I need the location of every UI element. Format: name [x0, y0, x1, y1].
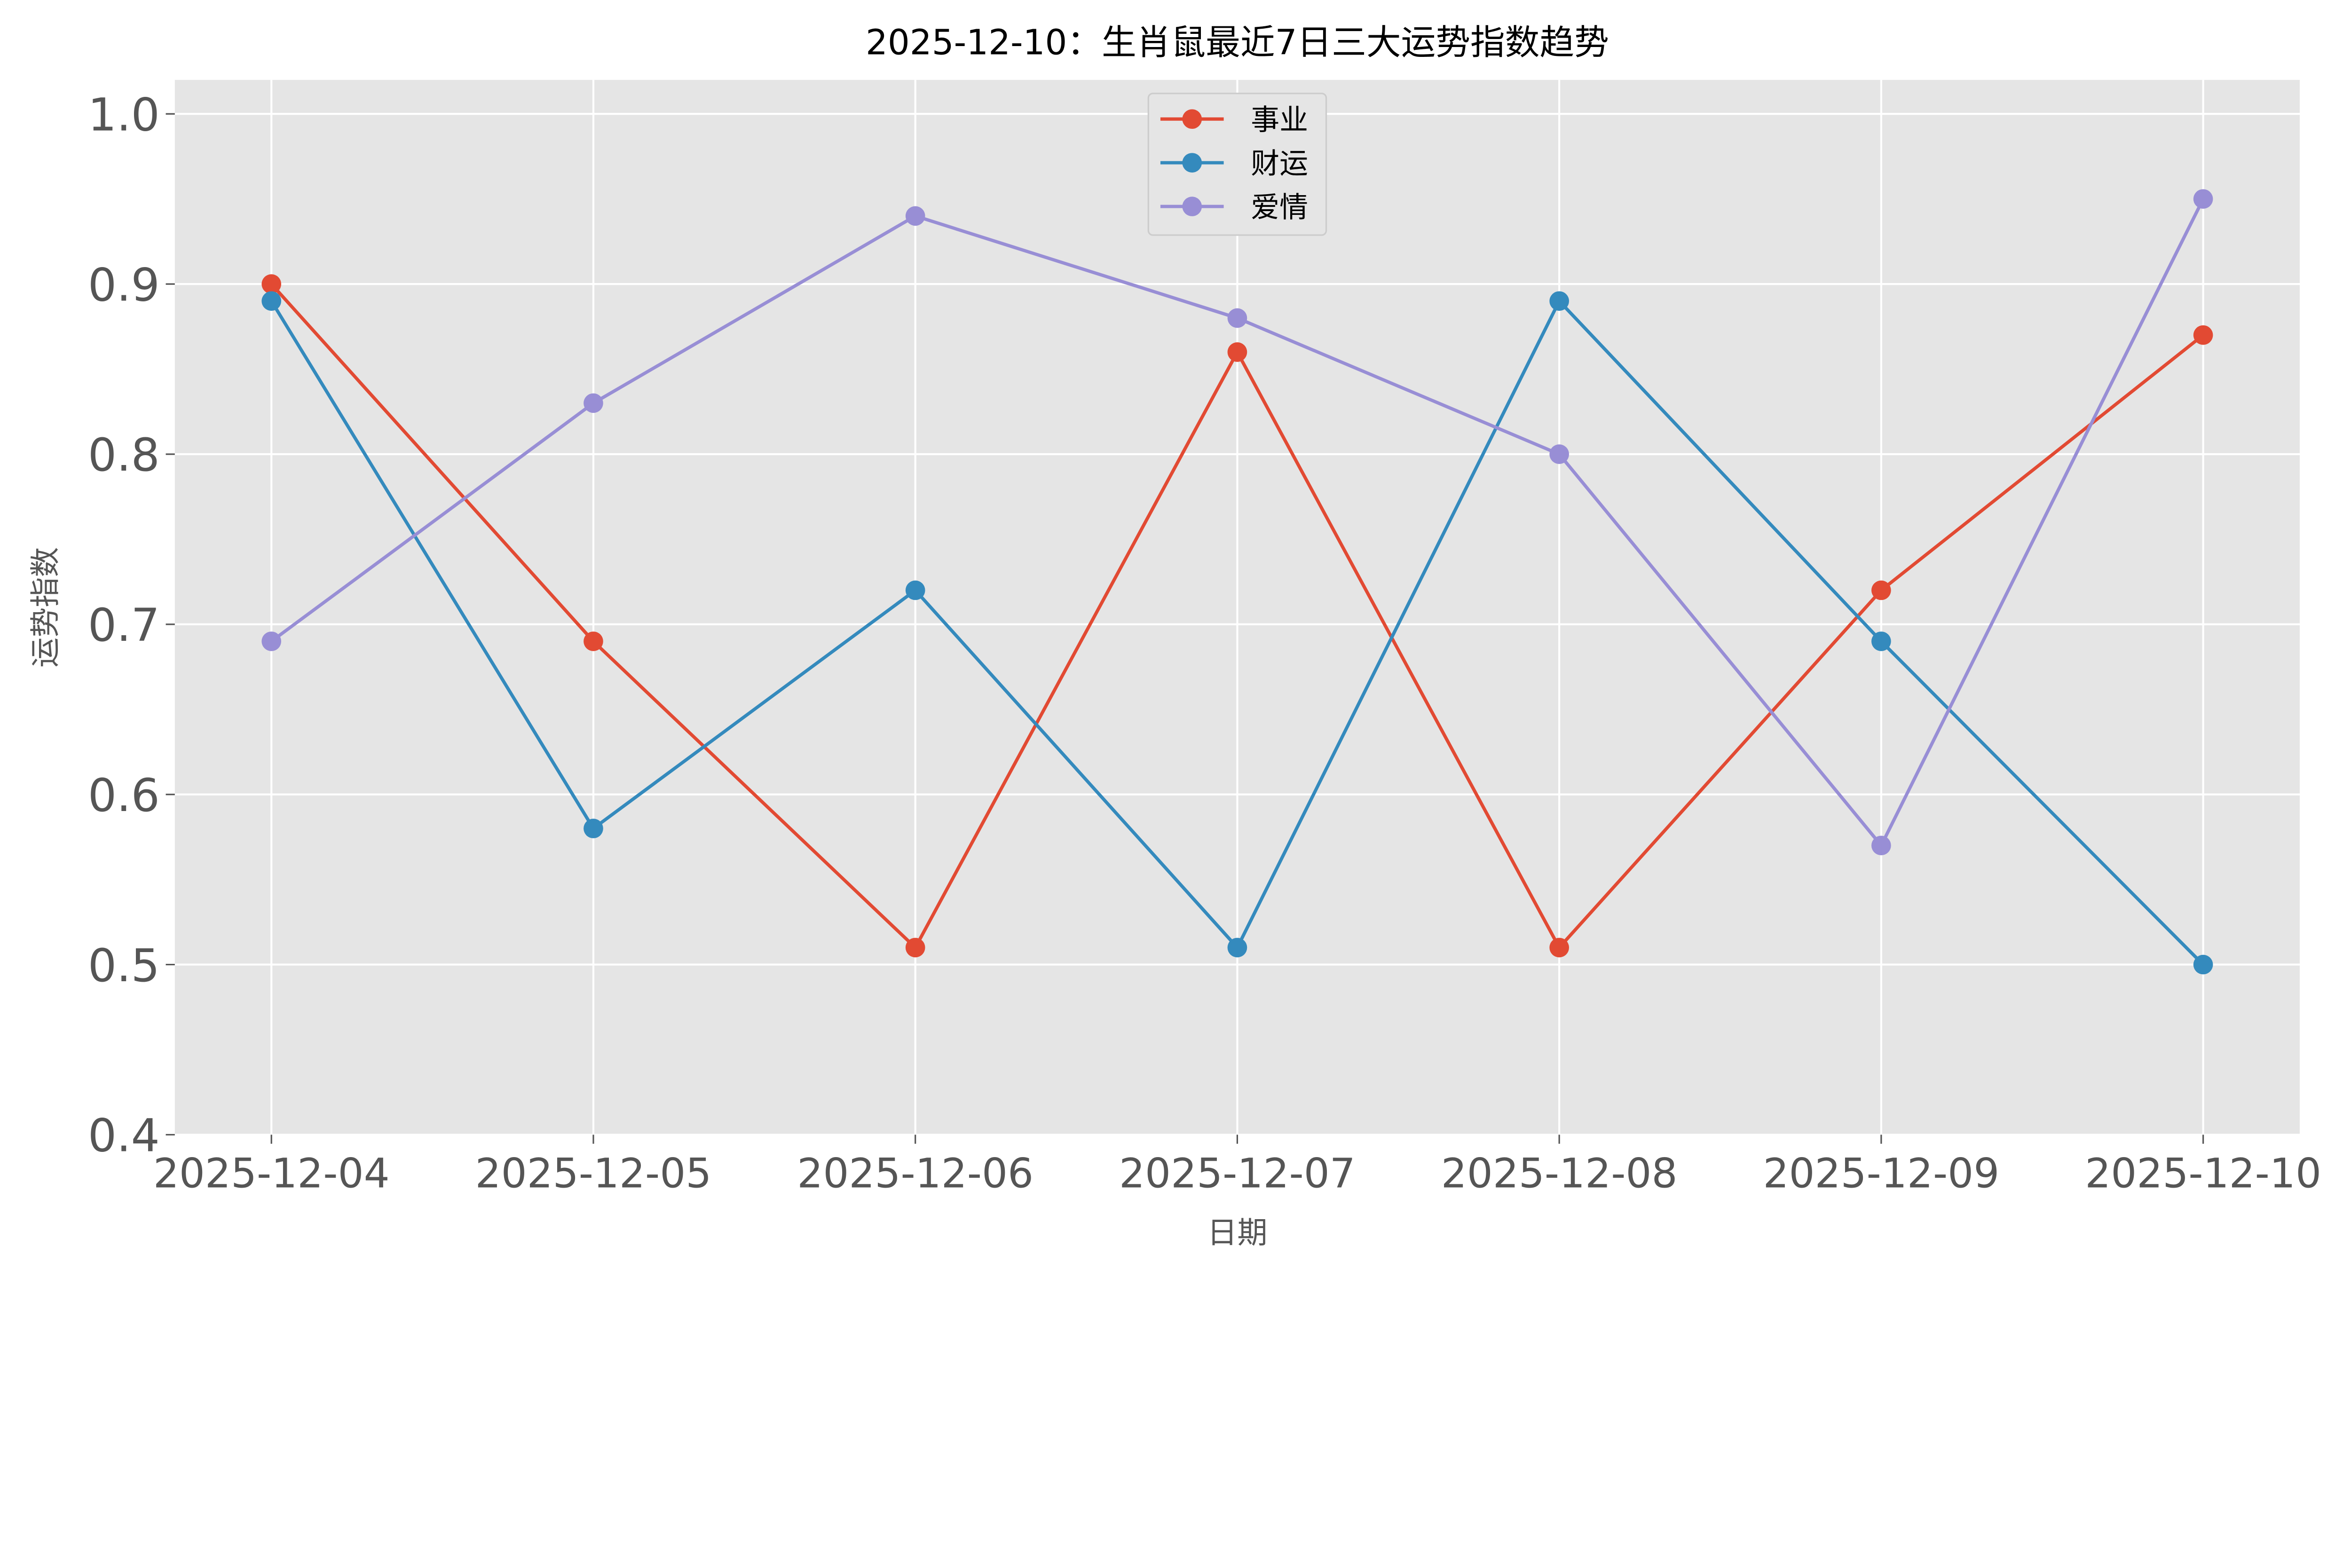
data-point — [261, 274, 282, 294]
axes: 0.4 0.5 0.6 0.7 0.8 0.9 1.0 2025-12-04 2025-12-0… — [88, 89, 2321, 1198]
x-tick-label: 2025-12-04 — [153, 1150, 390, 1198]
x-tick-label: 2025-12-09 — [1763, 1150, 1999, 1198]
data-point — [905, 938, 925, 958]
data-point — [261, 291, 282, 311]
x-tick-label: 2025-12-08 — [1441, 1150, 1678, 1198]
legend-label: 财运 — [1251, 147, 1308, 181]
series-lines — [261, 189, 2213, 975]
line-chart: 0.4 0.5 0.6 0.7 0.8 0.9 1.0 2025-12-04 2025-12-0… — [29, 23, 2321, 1251]
y-tick-label: 0.6 — [88, 769, 160, 822]
y-axis-label: 运势指数 — [29, 547, 63, 667]
x-tick-label: 2025-12-10 — [2085, 1150, 2321, 1198]
y-tick-label: 0.4 — [88, 1110, 160, 1162]
legend-label: 事业 — [1251, 103, 1308, 137]
data-point — [2193, 189, 2213, 209]
data-point — [1549, 938, 1569, 958]
data-point — [1549, 444, 1569, 464]
y-tick-label: 0.8 — [88, 429, 160, 481]
x-tick-label: 2025-12-06 — [797, 1150, 1033, 1198]
data-point — [1227, 308, 1247, 328]
x-tick-label: 2025-12-07 — [1119, 1150, 1356, 1198]
y-tick-label: 0.9 — [88, 259, 160, 311]
y-tick-label: 1.0 — [88, 89, 160, 142]
data-point — [2193, 954, 2213, 975]
data-point — [1871, 835, 1891, 856]
data-point — [584, 393, 603, 413]
grid — [174, 79, 2300, 1136]
data-point — [584, 631, 603, 651]
data-point — [1227, 342, 1247, 362]
y-tick-label: 0.7 — [88, 599, 160, 652]
data-point — [905, 580, 925, 600]
x-axis-label: 日期 — [1207, 1216, 1267, 1251]
data-point — [1549, 291, 1569, 311]
y-tick-label: 0.5 — [88, 939, 160, 992]
data-point — [1227, 938, 1247, 958]
data-point — [2193, 325, 2213, 345]
data-point — [1871, 580, 1891, 600]
legend-label: 爱情 — [1251, 191, 1308, 224]
data-point — [584, 819, 603, 838]
legend-marker — [1182, 197, 1202, 216]
data-point — [1871, 631, 1891, 651]
x-tick-label: 2025-12-05 — [475, 1150, 712, 1198]
data-point — [261, 631, 282, 651]
legend-marker — [1182, 109, 1202, 129]
chart-title: 2025-12-10：生肖鼠最近7日三大运势指数趋势 — [866, 23, 1609, 63]
legend-marker — [1182, 153, 1202, 173]
data-point — [905, 206, 925, 226]
